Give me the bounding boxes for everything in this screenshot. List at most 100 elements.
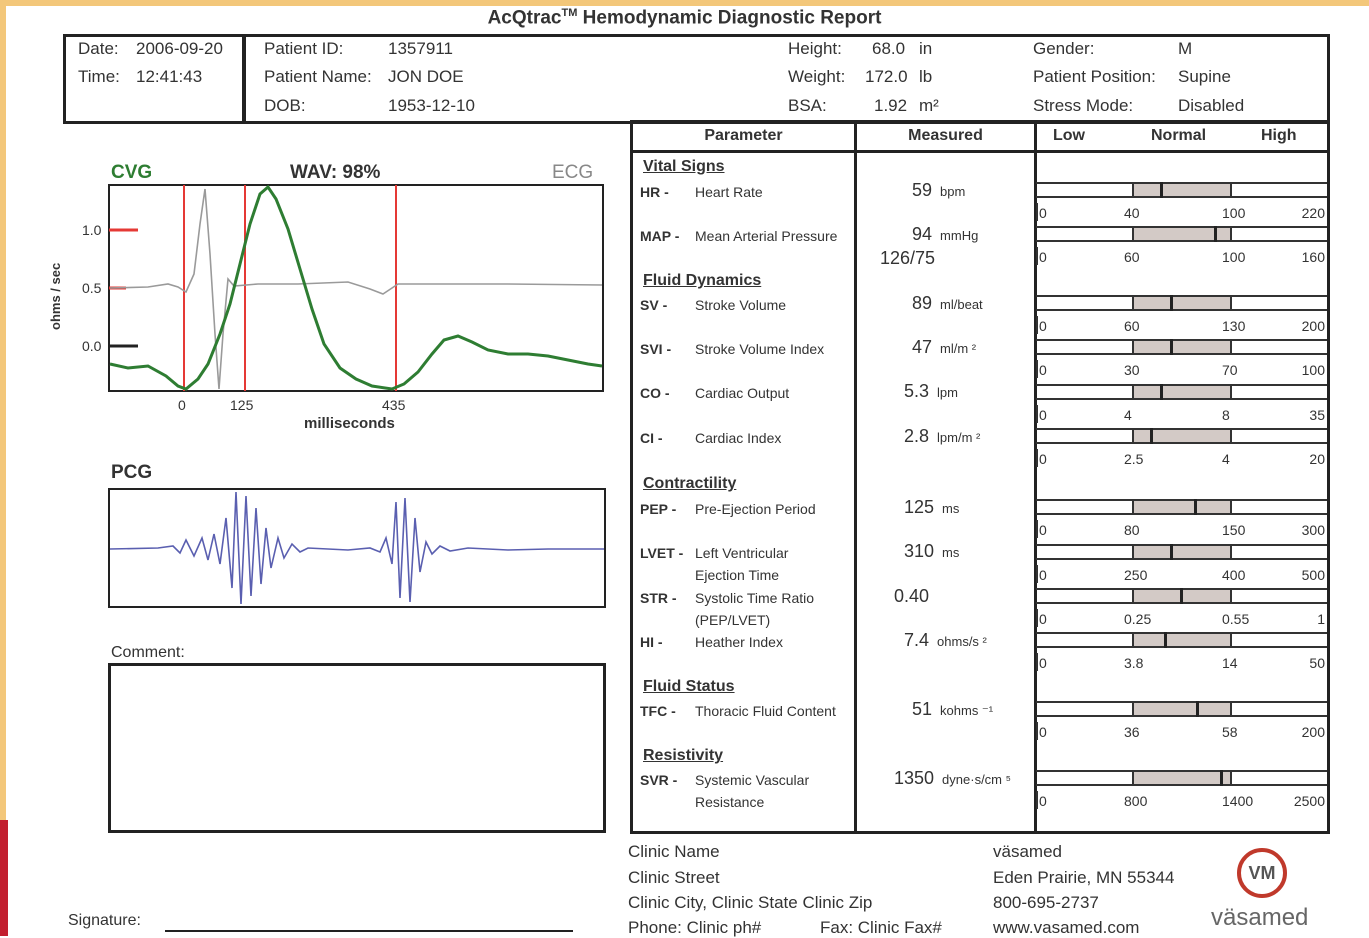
company-website[interactable]: www.vasamed.com <box>993 918 1140 937</box>
range-scale: 0 60 100 160 <box>1036 247 1327 267</box>
pcg-waveform-chart <box>108 488 606 608</box>
measured-number: 125 <box>904 497 935 517</box>
scale-label: 220 <box>1301 205 1325 221</box>
col-header-low: Low <box>1053 127 1085 144</box>
measured-extra: 126/75 <box>880 248 936 268</box>
measured-number: 0.40 <box>894 586 930 606</box>
page-border-left <box>0 0 6 936</box>
col-header-normal: Normal <box>1151 127 1207 144</box>
scale-label: 60 <box>1124 249 1140 265</box>
param-abbr: SV - <box>640 297 668 313</box>
param-name: Thoracic Fluid Content <box>695 703 836 719</box>
value-marker <box>1196 701 1199 717</box>
scale-label: 40 <box>1124 205 1140 221</box>
measured-unit: ohms/s ² <box>937 634 987 649</box>
page-border-top <box>0 0 1369 6</box>
scale-tick <box>1036 520 1038 538</box>
col-header-high: High <box>1261 127 1297 144</box>
measured-number: 51 <box>912 699 933 719</box>
scale-label: 2500 <box>1293 793 1325 809</box>
normal-range-band <box>1132 501 1232 513</box>
range-bar <box>1036 770 1327 786</box>
measured-number: 2.8 <box>904 426 930 446</box>
range-scale: 0 4 8 35 <box>1036 405 1327 425</box>
param-name: Stroke Volume Index <box>695 341 825 357</box>
param-name: Cardiac Output <box>695 385 790 401</box>
scale-tick <box>1036 360 1038 378</box>
scale-label: 4 <box>1222 451 1230 467</box>
y-tick-label: 0.0 <box>82 338 102 354</box>
value-marker <box>1164 632 1167 648</box>
scale-tick <box>1036 722 1038 740</box>
range-scale: 0 2.5 4 20 <box>1036 449 1327 469</box>
param-abbr: CI - <box>640 430 663 446</box>
scale-label: 200 <box>1301 724 1325 740</box>
signature-line[interactable] <box>165 930 573 932</box>
range-bar <box>1036 295 1327 311</box>
cvg-y-axis-label: ohms / sec <box>48 262 63 330</box>
signature-label: Signature: <box>68 912 141 929</box>
value-marker <box>1160 182 1163 198</box>
scale-label: 80 <box>1124 522 1140 538</box>
param-name: Mean Arterial Pressure <box>695 228 838 244</box>
comment-box[interactable] <box>108 663 606 833</box>
measured-unit: dyne·s/cm ⁵ <box>942 772 1012 787</box>
measured-unit: ml/m ² <box>940 341 977 356</box>
measured-value: 94 mmHg <box>912 224 978 245</box>
scale-label: 0 <box>1039 655 1047 671</box>
ecg-label: ECG <box>552 162 594 183</box>
scale-tick <box>1036 791 1038 809</box>
value-marker <box>1170 295 1173 311</box>
scale-label: 70 <box>1222 362 1238 378</box>
param-abbr: MAP - <box>640 228 680 244</box>
measured-value: 0.40 <box>894 586 937 607</box>
param-name: Stroke Volume <box>695 297 787 313</box>
scale-label: 0 <box>1039 567 1047 583</box>
date-value: 2006-09-20 <box>136 39 223 58</box>
scale-label: 0 <box>1039 793 1047 809</box>
measured-unit: bpm <box>940 184 966 199</box>
param-abbr: CO - <box>640 385 670 401</box>
scale-label: 1400 <box>1222 793 1254 809</box>
position-value: Supine <box>1178 67 1231 86</box>
company-city: Eden Prairie, MN 55344 <box>993 868 1175 887</box>
scale-label: 250 <box>1124 567 1148 583</box>
param-abbr: SVR - <box>640 772 678 788</box>
measured-number: 7.4 <box>904 630 930 650</box>
time-label: Time: <box>78 67 120 86</box>
value-marker <box>1160 384 1163 400</box>
edge-marker <box>0 820 8 936</box>
normal-range-band <box>1132 546 1232 558</box>
scale-label: 0 <box>1039 362 1047 378</box>
range-bar <box>1036 182 1327 198</box>
parameters-table: Parameter Measured Low Normal High Vital… <box>630 120 1330 834</box>
gender-label: Gender: <box>1033 39 1095 58</box>
cvg-label: CVG <box>111 162 153 183</box>
scale-tick <box>1036 405 1038 423</box>
pcg-label: PCG <box>111 462 153 483</box>
param-abbr: HI - <box>640 634 663 650</box>
scale-label: 1 <box>1317 611 1325 627</box>
param-name: Cardiac Index <box>695 430 782 446</box>
col-header-parameter: Parameter <box>704 127 783 144</box>
range-scale: 0 800 1400 2500 <box>1036 791 1327 811</box>
measured-unit: ms <box>942 501 960 516</box>
weight-label: Weight: <box>788 67 846 86</box>
measured-value: 51 kohms ⁻¹ <box>912 699 993 720</box>
measured-unit: ml/beat <box>940 297 983 312</box>
param-abbr: STR - <box>640 590 677 606</box>
col-divider <box>854 123 857 831</box>
range-bar <box>1036 384 1327 400</box>
x-tick-label: 0 <box>178 397 186 413</box>
scale-label: 3.8 <box>1124 655 1144 671</box>
header-divider <box>633 150 1327 153</box>
company-phone: 800-695-2737 <box>993 893 1099 912</box>
measured-number: 89 <box>912 293 933 313</box>
weight-value: 172.0 <box>865 67 908 86</box>
x-tick-label: 435 <box>382 397 406 413</box>
scale-label: 150 <box>1222 522 1246 538</box>
scale-label: 2.5 <box>1124 451 1144 467</box>
normal-range-band <box>1132 297 1232 309</box>
param-name-line2: (PEP/LVET) <box>695 612 771 628</box>
clinic-name: Clinic Name <box>628 842 720 861</box>
